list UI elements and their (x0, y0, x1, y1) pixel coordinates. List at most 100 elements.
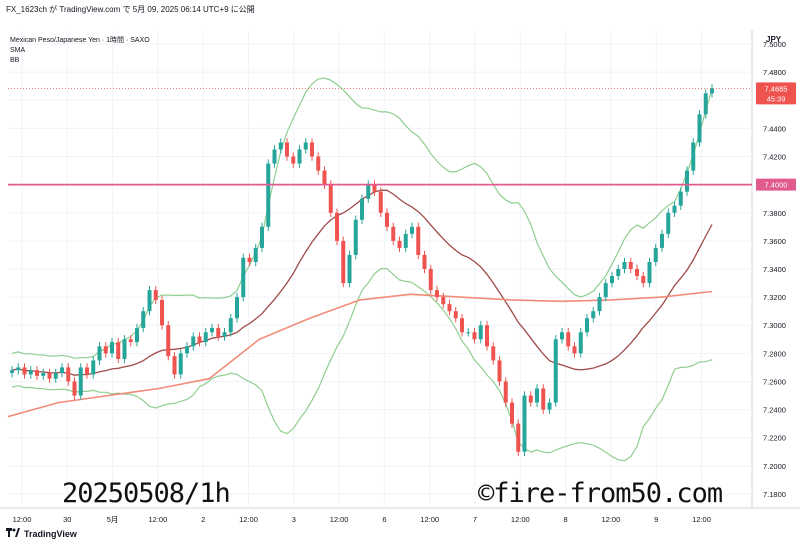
x-tick-label: 12:00 (692, 515, 711, 524)
candle-body (672, 205, 677, 213)
y-tick-label: 7.1800 (763, 490, 786, 499)
candle-body (460, 318, 464, 333)
x-tick-label: 6 (382, 515, 386, 524)
x-tick-label: 12:00 (420, 515, 439, 524)
candle-body (78, 367, 83, 396)
sma-slow-line (7, 290, 713, 418)
candle-body (366, 184, 371, 199)
chart-legend: Mexican Peso/Japanese Yen · 1時間 · SAXO S… (10, 36, 150, 66)
candle-body (453, 311, 458, 319)
x-tick-label: 7 (473, 515, 477, 524)
current-price-label: 7.4685 (765, 84, 788, 93)
candle-body (528, 395, 533, 403)
candle-body (416, 226, 421, 255)
candle-body (22, 367, 27, 375)
candle-body (391, 226, 396, 241)
candle-body (541, 388, 546, 410)
x-tick-label: 8 (564, 515, 568, 524)
current-price-tag (756, 82, 796, 105)
candle-body (653, 247, 658, 262)
horizontal-level-tag (756, 178, 796, 191)
candle-body (53, 373, 58, 379)
candle-body (85, 367, 89, 375)
footer-brand[interactable]: TradingView (6, 528, 77, 539)
candle-body (566, 332, 571, 347)
legend-symbol[interactable]: Mexican Peso/Japanese Yen · 1時間 · SAXO (10, 37, 150, 44)
candle-body (628, 261, 633, 269)
candle-body (185, 346, 189, 354)
x-tick-label: 3 (292, 515, 296, 524)
candle-body (316, 156, 321, 171)
candle-body (235, 297, 239, 319)
x-tick-label: 12:00 (149, 515, 168, 524)
candle-body (578, 332, 583, 354)
candle-body (16, 367, 21, 371)
candle-body (197, 336, 202, 343)
candle-body (635, 269, 639, 277)
candle-body (697, 114, 702, 143)
candle-body (35, 370, 39, 376)
x-tick-label: 12:00 (511, 515, 530, 524)
candle-body (497, 360, 502, 382)
candle-body (647, 261, 652, 284)
y-tick-label: 7.2400 (763, 406, 786, 415)
candle-body (503, 381, 508, 403)
candle-body (560, 332, 564, 340)
candle-body (72, 381, 77, 396)
candle-body (160, 299, 164, 326)
candle-body (441, 297, 446, 305)
y-tick-label: 7.3000 (763, 321, 786, 330)
y-tick-label: 7.3600 (763, 237, 786, 246)
currency-label: JPY (766, 35, 782, 44)
candle-body (572, 346, 577, 354)
y-tick-label: 7.2000 (763, 462, 786, 471)
candle-body (322, 170, 327, 185)
legend-bb[interactable]: BB (10, 57, 20, 64)
candle-body (110, 342, 114, 354)
y-tick-label: 7.3800 (763, 209, 786, 218)
candle-body (385, 212, 389, 227)
candle-body (103, 346, 108, 354)
candle-body (191, 336, 196, 347)
legend-sma[interactable]: SMA (10, 47, 26, 54)
x-tick-label: 12:00 (13, 515, 32, 524)
y-tick-label: 7.2200 (763, 434, 786, 443)
candle-body (610, 276, 614, 284)
candle-body (203, 332, 208, 343)
y-tick-label: 7.3400 (763, 265, 786, 274)
watermark-site: ©fire-from50.com (478, 478, 723, 509)
candle-body (603, 283, 608, 298)
candle-body (253, 247, 258, 262)
candle-body (616, 269, 621, 277)
y-tick-label: 7.5000 (763, 40, 786, 49)
tradingview-logo-icon (6, 528, 20, 539)
candle-body (335, 212, 339, 241)
candle-body (535, 388, 539, 403)
candle-body (303, 142, 308, 150)
candle-body (128, 339, 133, 343)
candle-body (678, 191, 683, 206)
candle-body (472, 332, 477, 340)
candle-body (478, 325, 483, 340)
horizontal-level-label: 7.4000 (765, 181, 788, 190)
x-tick-label: 5月 (107, 515, 119, 524)
x-tick-label: 12:00 (330, 515, 349, 524)
candle-body (47, 373, 52, 379)
candle-body (597, 297, 602, 312)
candle-body (266, 163, 271, 227)
candle-body (135, 328, 139, 343)
y-tick-label: 7.4200 (763, 153, 786, 162)
candle-body (291, 156, 296, 164)
candle-body (60, 367, 64, 374)
candle-body (166, 325, 171, 357)
countdown-label: 45:39 (767, 94, 786, 103)
bb-upper-line (11, 77, 713, 359)
x-tick-label: 30 (63, 515, 71, 524)
candle-body (660, 233, 664, 248)
candle-body (685, 170, 689, 192)
candle-body (328, 184, 333, 213)
y-tick-label: 7.2600 (763, 377, 786, 386)
bb-lower-line (11, 268, 713, 462)
candle-body (547, 402, 552, 410)
